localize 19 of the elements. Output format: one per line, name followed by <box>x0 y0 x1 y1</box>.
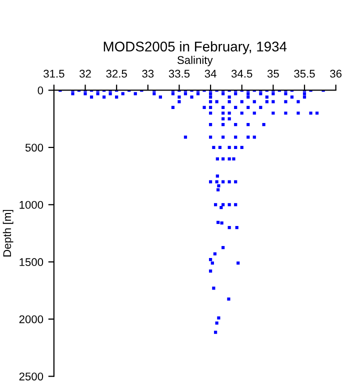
x-axis-title: Salinity <box>177 56 213 66</box>
chart-title: MODS2005 in February, 1934 <box>104 41 287 54</box>
x-tick-label: 33.5 <box>168 70 190 78</box>
y-tick-label: 1000 <box>20 200 44 209</box>
y-tick-label: 2500 <box>19 372 44 380</box>
x-tick-label: 33 <box>142 70 154 78</box>
x-tick-label: 32 <box>80 70 91 78</box>
y-tick-label: 0 <box>38 86 44 94</box>
x-tick-label: 34 <box>204 70 216 78</box>
x-tick-label: 31.5 <box>44 70 64 78</box>
x-tick-label: 32.5 <box>106 70 127 78</box>
x-tick-label: 35 <box>267 70 279 78</box>
y-axis-title: Depth [m] <box>2 210 14 256</box>
y-tick-label: 500 <box>25 144 44 152</box>
x-tick-label: 34.5 <box>231 70 252 78</box>
y-tick-label: 1500 <box>20 258 44 266</box>
y-tick-label: 2000 <box>19 315 44 324</box>
x-tick-label: 36 <box>330 70 342 78</box>
x-tick-label: 35.5 <box>294 70 315 78</box>
